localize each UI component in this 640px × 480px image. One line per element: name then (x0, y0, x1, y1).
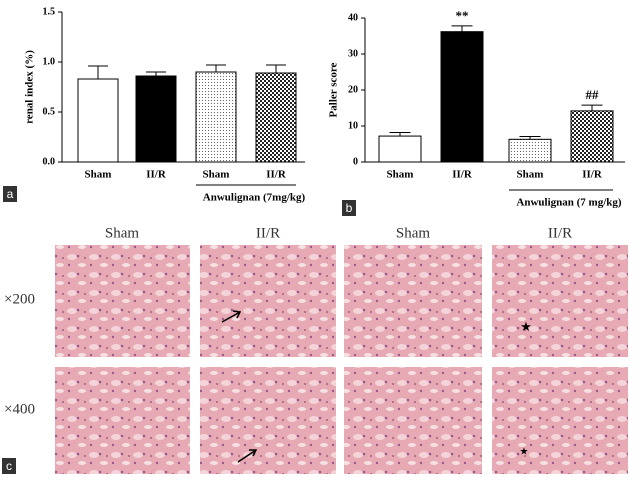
panel-label: a (7, 187, 14, 201)
micrograph (200, 367, 336, 474)
micrograph (492, 367, 628, 474)
bar (77, 78, 119, 163)
panel-label: b (346, 201, 353, 215)
micrograph (492, 245, 628, 357)
y-tick-label: 10 (348, 120, 358, 131)
bar (195, 71, 237, 163)
micrograph (344, 245, 482, 357)
y-tick-label: 20 (348, 84, 358, 95)
micrograph (344, 367, 482, 474)
bar (508, 138, 552, 163)
y-axis-label: renal index (%) (24, 50, 36, 124)
x-tick-label: Sham (85, 169, 112, 181)
x-tick-label: Sham (517, 169, 544, 181)
y-tick-label: 0.0 (43, 156, 56, 167)
x-tick-label: II/R (146, 169, 167, 181)
y-tick-label: 40 (348, 12, 358, 23)
y-axis-label: Paller score (328, 62, 340, 117)
x-tick-label: Sham (387, 169, 414, 181)
micrograph (55, 245, 190, 357)
panel-label-box (3, 186, 17, 202)
bar (570, 110, 614, 163)
arrow (221, 310, 242, 323)
column-label: II/R (256, 225, 280, 241)
column-label: II/R (548, 225, 572, 241)
bar (440, 31, 484, 163)
y-tick-label: 1.0 (43, 56, 56, 67)
micrograph (55, 367, 190, 474)
panel-c: ★ ★ c Sham II/R Sham II/R ×200 ×400 (2, 225, 628, 474)
y-tick-label: 1.5 (43, 6, 56, 17)
column-label: Sham (105, 225, 140, 241)
annotation: ** (456, 8, 469, 23)
column-label: Sham (396, 225, 431, 241)
panel-label-box (342, 200, 356, 216)
row-label: ×400 (4, 401, 35, 417)
micrograph (200, 245, 336, 357)
y-tick-label: 0 (353, 156, 358, 167)
panel-label-box (2, 458, 16, 474)
x-tick-label: II/R (582, 169, 603, 181)
x-tick-label: II/R (452, 169, 473, 181)
group-label: Anwulignan (7 mg/kg) (516, 197, 621, 209)
arrow (237, 449, 258, 463)
group-label: Anwulignan (7mg/kg) (203, 192, 306, 204)
star: ★ (520, 446, 529, 457)
y-tick-label: 0.5 (43, 106, 56, 117)
x-tick-label: Sham (203, 169, 230, 181)
panel-label: c (6, 459, 12, 473)
star: ★ (520, 319, 532, 334)
bar (255, 72, 297, 163)
row-label: ×200 (4, 291, 35, 307)
y-tick-label: 30 (348, 48, 358, 59)
bar (378, 135, 422, 163)
bar (135, 75, 177, 163)
x-tick-label: II/R (266, 169, 287, 181)
annotation: ## (586, 87, 600, 102)
